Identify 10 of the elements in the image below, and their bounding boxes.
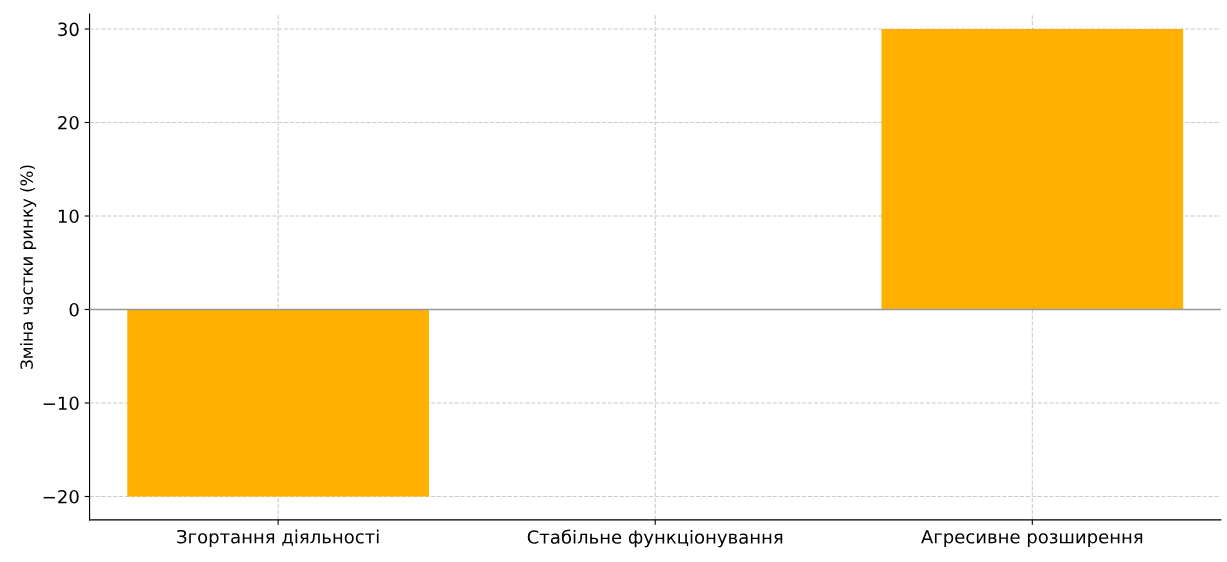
y-tick-label: 10 [58,209,79,224]
y-tick-label: 30 [58,22,79,37]
x-tick-label: Стабільне функціонування [527,529,783,548]
y-tick-label: −10 [43,396,79,411]
y-axis-title: Зміна частки ринку (%) [20,165,37,369]
y-tick-label: 20 [58,115,79,130]
x-tick-label: Згортання діяльності [177,529,379,548]
y-tick-label: 0 [69,302,79,317]
y-tick-label: −20 [43,489,79,504]
x-tick-label: Агресивне розширення [921,530,1143,548]
